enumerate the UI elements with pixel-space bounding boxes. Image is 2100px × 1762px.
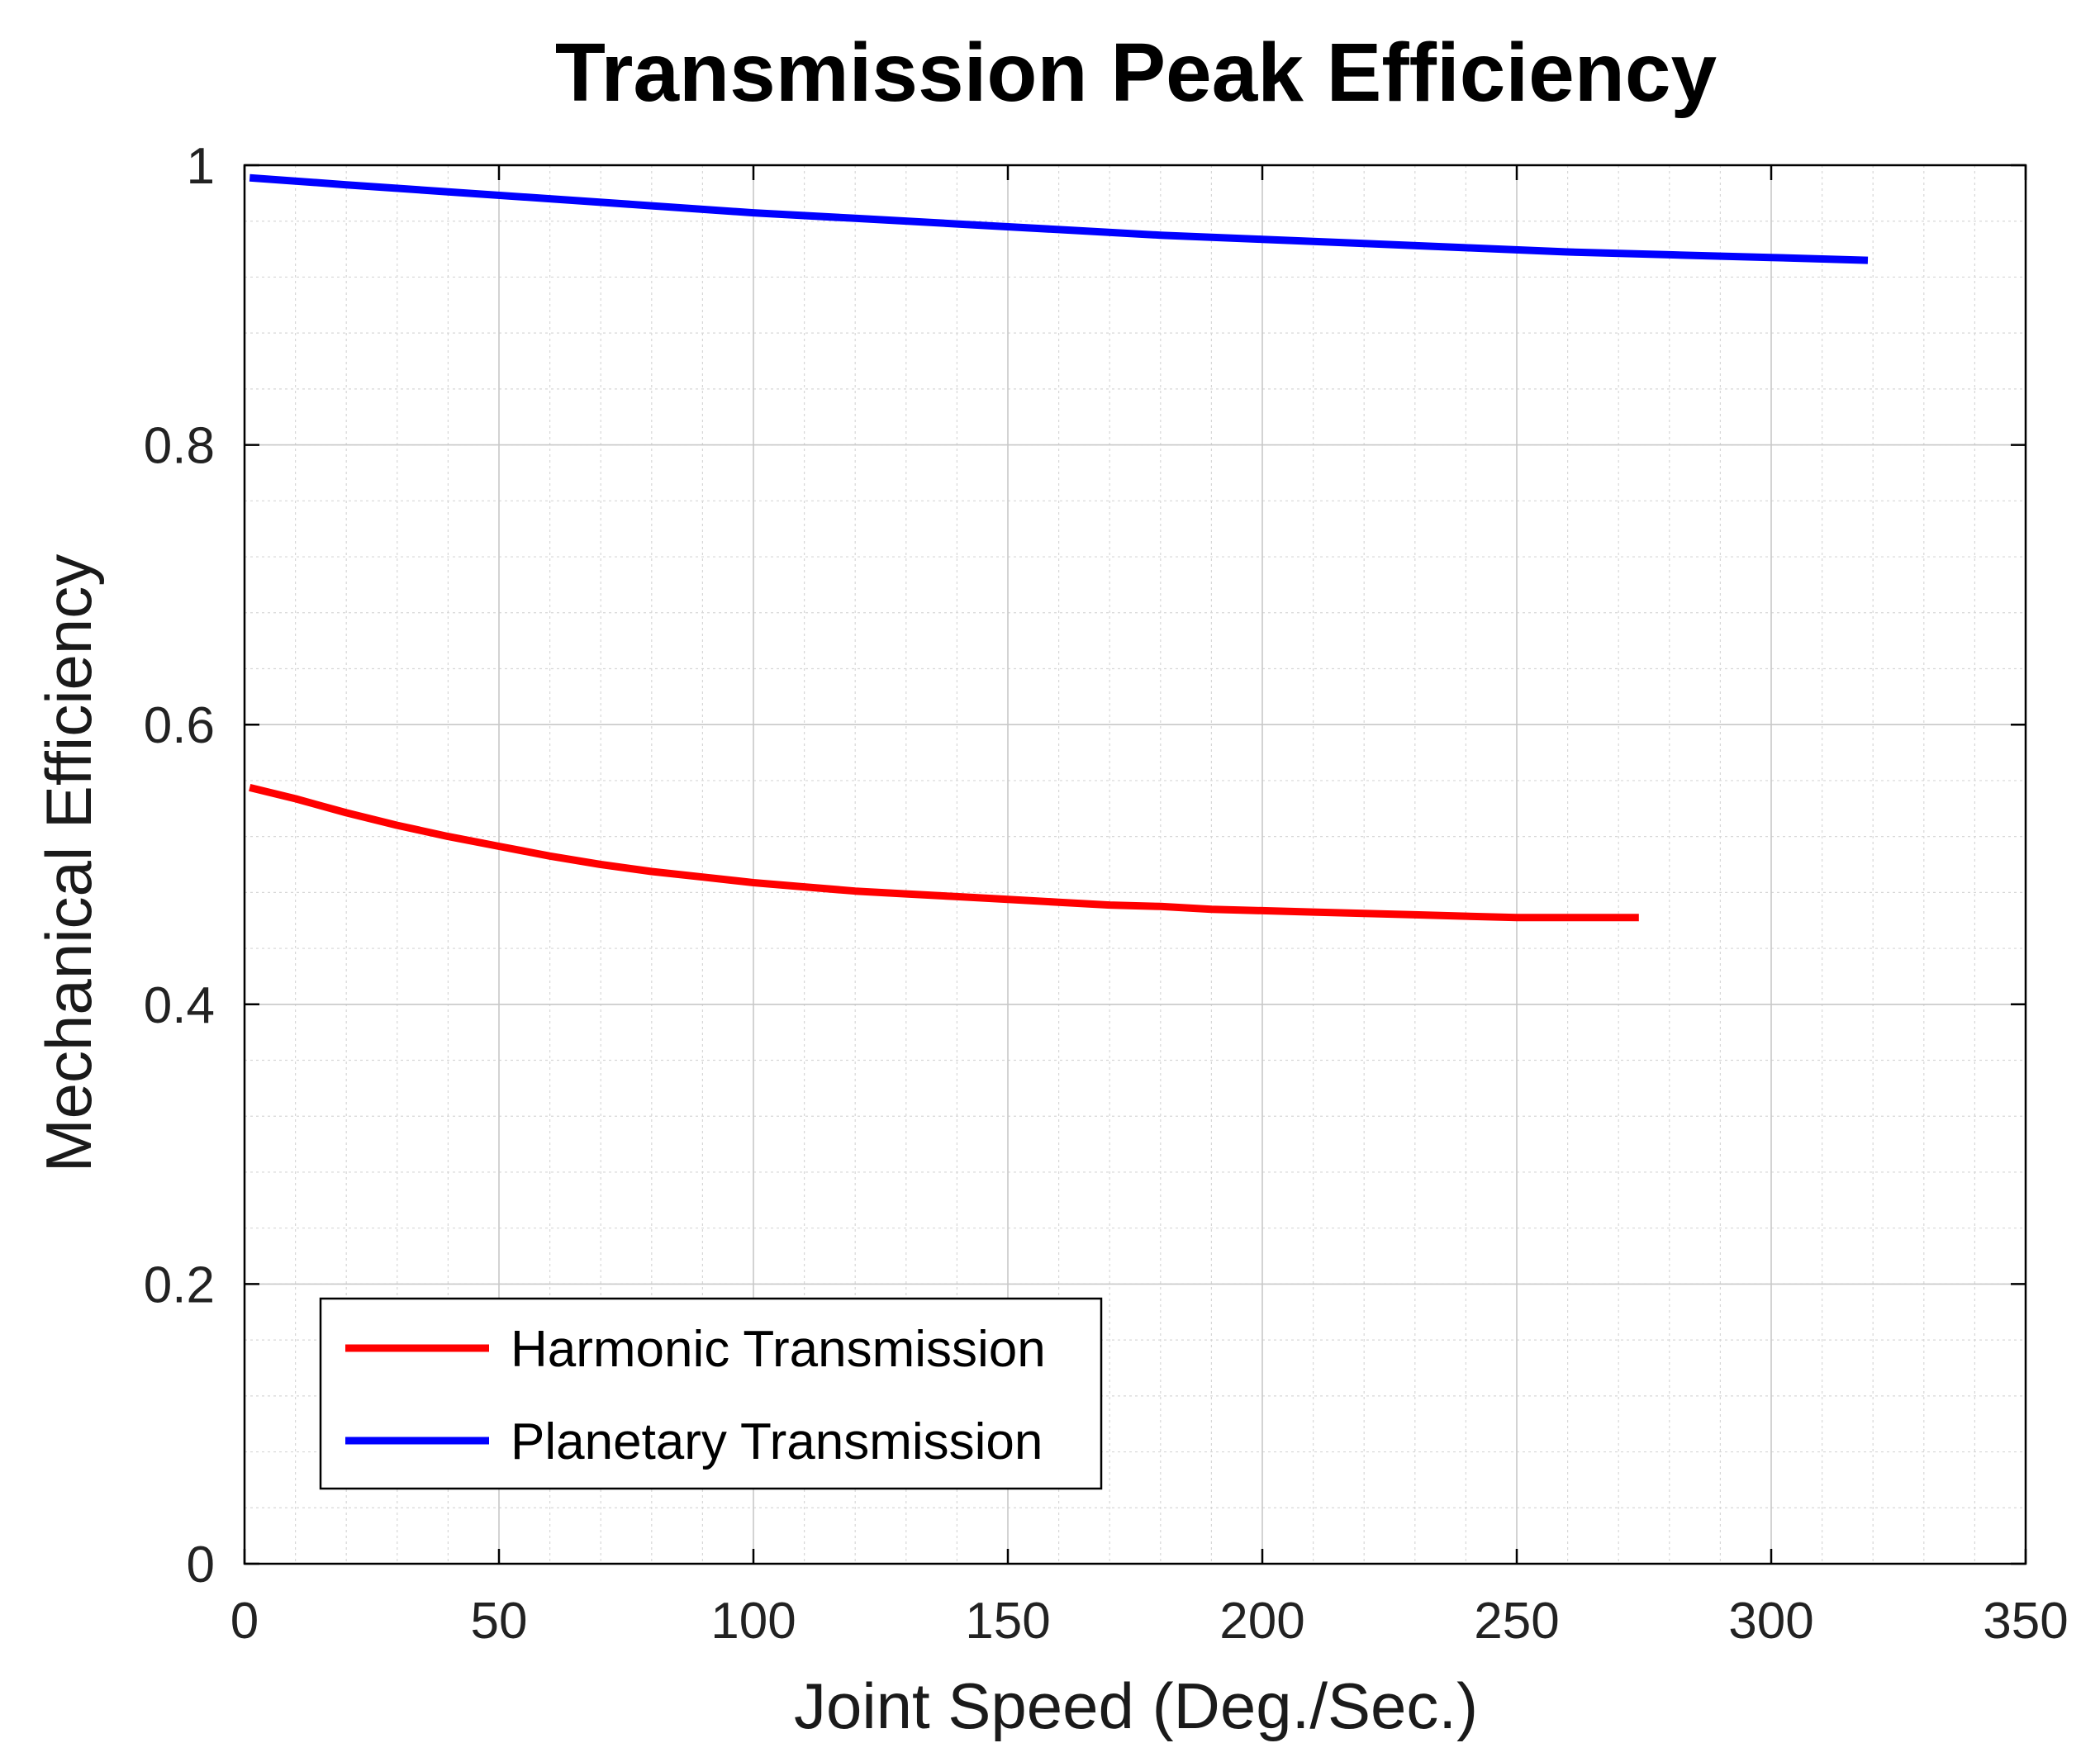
y-tick-label: 0.6 [144, 697, 215, 754]
y-tick-label: 0.4 [144, 977, 215, 1034]
legend-box [319, 1297, 1103, 1490]
x-tick-label: 50 [471, 1593, 528, 1650]
x-tick-label: 200 [1219, 1593, 1304, 1650]
y-tick-label: 0.8 [144, 418, 215, 475]
y-axis-label: Mechanical Efficiency [32, 554, 105, 1173]
x-tick-label: 300 [1728, 1593, 1813, 1650]
y-tick-label: 0.2 [144, 1256, 215, 1313]
x-tick-label: 150 [965, 1593, 1050, 1650]
x-tick-label: 0 [230, 1593, 259, 1650]
y-tick-label: 1 [187, 138, 215, 195]
series-points-harmonic [249, 787, 1639, 918]
y-tick-labels: 0 0.2 0.4 0.6 0.8 1 [144, 138, 215, 1593]
x-tick-labels: 0 50 100 150 200 250 300 350 [230, 1593, 2069, 1650]
legend-label-harmonic: Harmonic Transmission [511, 1321, 1046, 1378]
axis-ticks [243, 164, 2027, 1565]
x-axis-label: Joint Speed (Deg./Sec.) [794, 1669, 1478, 1742]
legend: Harmonic Transmission Planetary Transmis… [319, 1297, 1103, 1490]
y-tick-label: 0 [187, 1536, 215, 1593]
x-tick-label: 250 [1474, 1593, 1559, 1650]
plot-area-frame [243, 164, 2027, 1565]
series-lines [249, 173, 1869, 922]
legend-label-planetary: Planetary Transmission [511, 1413, 1043, 1470]
x-tick-label: 350 [1983, 1593, 2068, 1650]
series-points-planetary [249, 178, 1869, 261]
chart-title: Transmission Peak Efficiency [555, 26, 1718, 119]
x-tick-label: 100 [710, 1593, 796, 1650]
